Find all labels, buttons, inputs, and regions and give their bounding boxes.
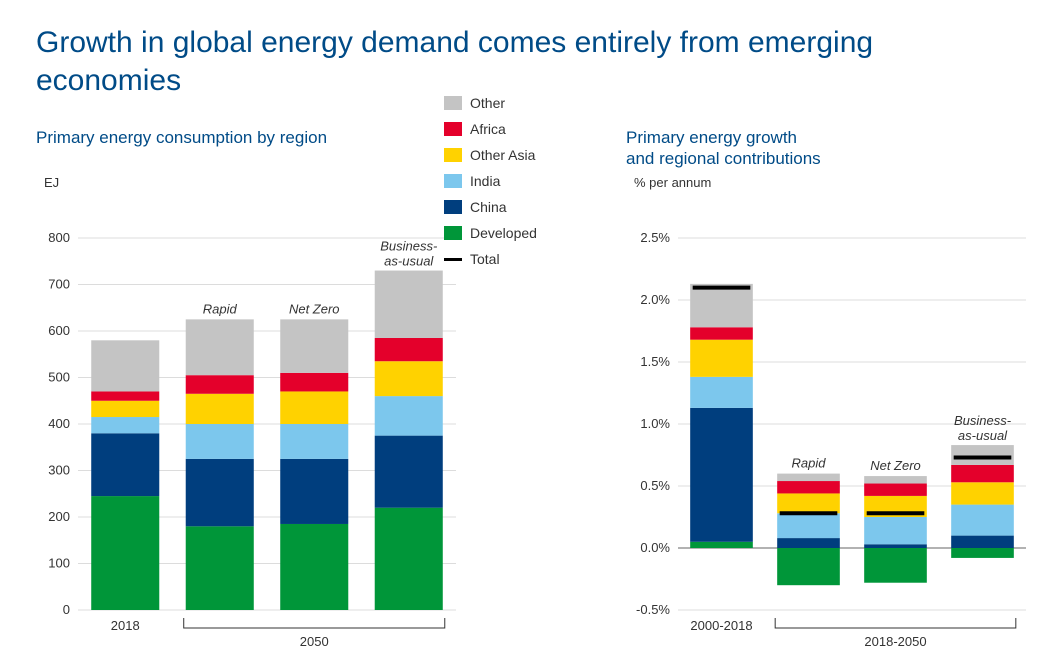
svg-text:2000-2018: 2000-2018 <box>690 618 752 633</box>
legend-item-other: Other <box>444 90 537 116</box>
right-unit-label: % per annum <box>626 175 1036 190</box>
legend-label-africa: Africa <box>470 121 506 137</box>
svg-text:2.5%: 2.5% <box>640 230 670 245</box>
legend-item-india: India <box>444 168 537 194</box>
svg-text:1.0%: 1.0% <box>640 416 670 431</box>
svg-text:2.0%: 2.0% <box>640 292 670 307</box>
legend-swatch-china <box>444 200 462 214</box>
legend-label-otherAsia: Other Asia <box>470 147 535 163</box>
left-unit-label: EJ <box>36 175 466 190</box>
legend-swatch-africa <box>444 122 462 136</box>
legend-item-africa: Africa <box>444 116 537 142</box>
charts-row: Primary energy consumption by region EJ … <box>36 127 1012 658</box>
left-chart-title: Primary energy consumption by region <box>36 127 466 171</box>
legend-swatch-otherAsia <box>444 148 462 162</box>
right-chart-svg: -0.5% 0.0% 0.5% 1.0% 1.5% 2.0% 2.5% Rapid Net Ze… <box>626 198 1036 658</box>
svg-text:2018: 2018 <box>111 618 140 633</box>
svg-text:700: 700 <box>48 277 70 292</box>
svg-text:400: 400 <box>48 416 70 431</box>
svg-text:2050: 2050 <box>300 634 329 649</box>
legend-swatch-india <box>444 174 462 188</box>
svg-text:Rapid: Rapid <box>203 301 238 316</box>
legend-label-developed: Developed <box>470 225 537 241</box>
svg-text:100: 100 <box>48 556 70 571</box>
svg-text:0.0%: 0.0% <box>640 540 670 555</box>
main-title: Growth in global energy demand comes ent… <box>36 24 1012 99</box>
left-chart-svg: 0 100 200 300 400 500 600 700 800 Rapid Net Zero Bu… <box>36 198 466 658</box>
svg-text:2018-2050: 2018-2050 <box>864 634 926 649</box>
legend-label-china: China <box>470 199 507 215</box>
legend-label-other: Other <box>470 95 505 111</box>
legend: Other Africa Other Asia India China Developed… <box>444 90 537 272</box>
svg-text:Net Zero: Net Zero <box>870 458 921 473</box>
svg-text:300: 300 <box>48 463 70 478</box>
svg-text:0.5%: 0.5% <box>640 478 670 493</box>
legend-item-china: China <box>444 194 537 220</box>
svg-text:1.5%: 1.5% <box>640 354 670 369</box>
right-chart-title: Primary energy growthand regional contri… <box>626 127 1036 171</box>
right-chart-block: Primary energy growthand regional contri… <box>626 127 1036 658</box>
svg-text:600: 600 <box>48 323 70 338</box>
legend-item-total: Total <box>444 246 537 272</box>
legend-swatch-developed <box>444 226 462 240</box>
svg-text:0: 0 <box>63 602 70 617</box>
legend-label-total: Total <box>470 251 500 267</box>
legend-swatch-total <box>444 258 462 261</box>
legend-item-otherAsia: Other Asia <box>444 142 537 168</box>
svg-text:Rapid: Rapid <box>792 456 827 471</box>
svg-text:200: 200 <box>48 509 70 524</box>
svg-text:Business-as-usual: Business-as-usual <box>954 413 1012 443</box>
svg-text:Net Zero: Net Zero <box>289 301 340 316</box>
legend-label-india: India <box>470 173 500 189</box>
svg-text:Business-as-usual: Business-as-usual <box>380 239 438 269</box>
left-chart-block: Primary energy consumption by region EJ … <box>36 127 466 658</box>
svg-text:800: 800 <box>48 230 70 245</box>
legend-swatch-other <box>444 96 462 110</box>
svg-text:-0.5%: -0.5% <box>636 602 670 617</box>
legend-item-developed: Developed <box>444 220 537 246</box>
svg-text:500: 500 <box>48 370 70 385</box>
